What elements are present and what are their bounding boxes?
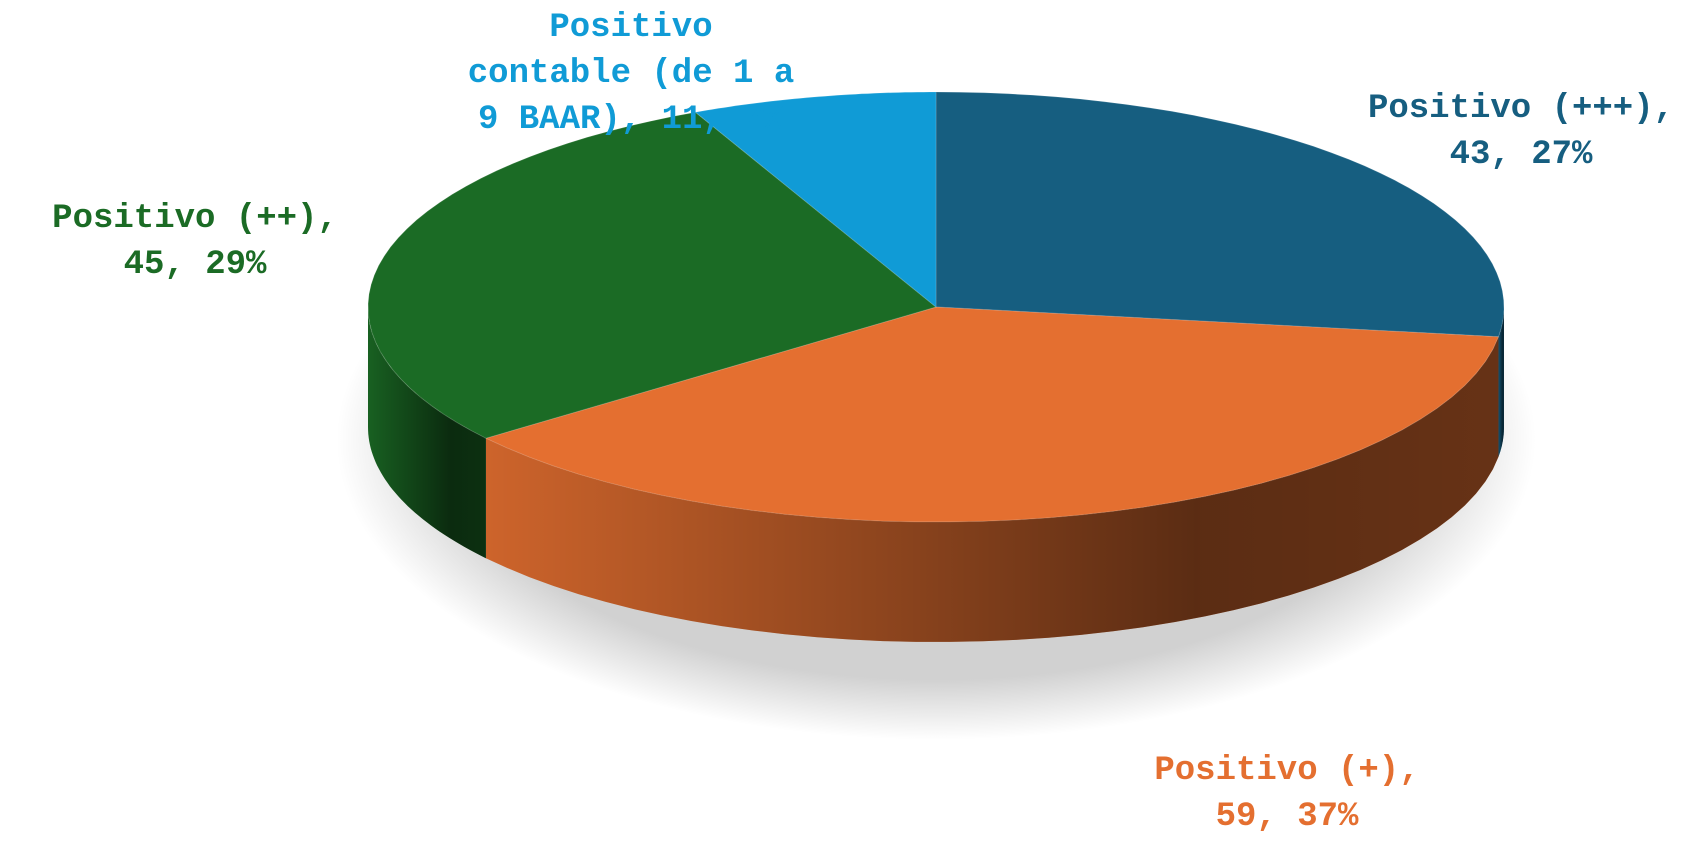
data-label: Positivo (++), 45, 29% [52, 200, 338, 284]
slice [694, 91, 937, 309]
data-label: Positivo (+), 59, 37% [1154, 752, 1420, 836]
slice-side-shade [368, 307, 486, 559]
slice [367, 111, 938, 439]
data-label: Positivo contable (de 1 a 9 BAAR), 11, 7… [467, 9, 795, 139]
slice-side-shade [1498, 307, 1504, 457]
slice-side-shade [485, 336, 1499, 642]
data-label: Positivo (+++), 43, 27% [1367, 90, 1675, 174]
slice [484, 306, 1500, 523]
slice [935, 91, 1505, 338]
